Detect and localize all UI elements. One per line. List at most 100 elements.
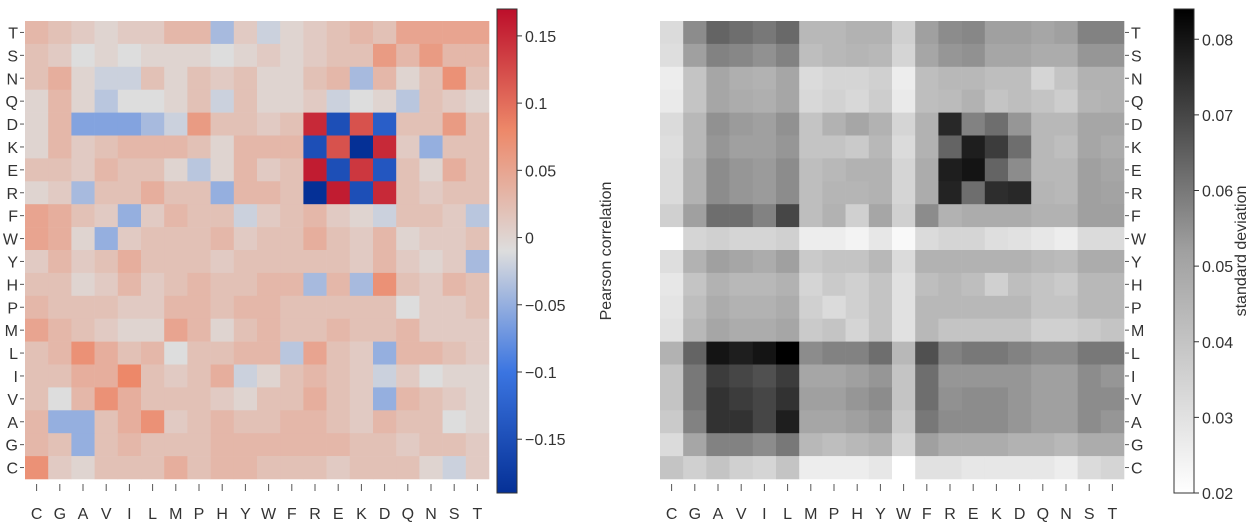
- heatmap-cell-W-L: [141, 227, 165, 251]
- heatmap-cell-H-V: [94, 272, 119, 297]
- heatmap-cell-A-V: [94, 410, 119, 434]
- heatmap-cell-K-N: [419, 135, 443, 159]
- heatmap-cell-G-N: [419, 433, 443, 457]
- heatmap-cell-H-F: [280, 272, 304, 297]
- heatmap-cell-I-W: [257, 364, 281, 388]
- heatmap-cell-T-F: [280, 21, 304, 45]
- heatmap-cell-R-K: [984, 181, 1009, 205]
- heatmap-cell-P-R: [303, 295, 327, 319]
- heatmap-cell-I-D: [373, 364, 397, 388]
- heatmap-cell-A-C: [25, 410, 49, 434]
- heatmap-cell-M-L: [776, 318, 800, 342]
- heatmap-cell-T-D: [373, 21, 397, 45]
- heatmap-cell-F-T: [1100, 204, 1125, 228]
- heatmap-cell-H-S: [442, 272, 467, 297]
- heatmap-cell-T-E: [961, 21, 986, 45]
- heatmap-cell-T-T: [1100, 21, 1125, 45]
- heatmap-cell-G-M: [799, 433, 823, 457]
- heatmap-cell-G-M: [164, 433, 188, 457]
- heatmap-cell-D-C: [660, 112, 684, 136]
- heatmap-cell-E-V: [94, 158, 119, 182]
- heatmap-cell-Y-G: [683, 250, 707, 274]
- heatmap-cell-K-D: [373, 135, 397, 159]
- heatmap-cell-Q-K: [984, 89, 1009, 113]
- y-tick-label: I: [1131, 369, 1135, 386]
- heatmap-cell-Q-G: [683, 89, 707, 113]
- heatmap-cell-D-K: [984, 112, 1009, 136]
- heatmap-cell-Q-C: [660, 89, 684, 113]
- heatmap-cell-Q-A: [71, 89, 95, 113]
- heatmap-cell-G-P: [822, 433, 846, 457]
- heatmap-cell-E-W: [892, 158, 916, 182]
- heatmap-cell-P-L: [776, 295, 800, 319]
- heatmap-cell-H-E: [326, 272, 351, 297]
- heatmap-cell-T-W: [257, 21, 281, 45]
- heatmap-cell-M-S: [442, 318, 467, 342]
- heatmap-cell-V-E: [326, 387, 351, 411]
- stddev-colorbar-ticks: 0.08 0.07 0.06 0.05 0.04 0.03 0.02: [1194, 32, 1233, 503]
- heatmap-cell-E-G: [683, 158, 707, 182]
- y-tick-label: C: [1131, 461, 1143, 478]
- heatmap-cell-E-I: [117, 158, 142, 182]
- heatmap-cell-K-D: [1008, 135, 1032, 159]
- heatmap-cell-C-L: [141, 456, 165, 480]
- x-tick-label: D: [1014, 506, 1026, 523]
- heatmap-cell-N-E: [326, 66, 351, 90]
- heatmap-cell-M-K: [984, 318, 1009, 342]
- heatmap-cell-Q-D: [1008, 89, 1032, 113]
- heatmap-cell-F-L: [141, 204, 165, 228]
- heatmap-cell-S-T: [465, 43, 490, 68]
- heatmap-cell-F-H: [845, 204, 870, 228]
- heatmap-cell-I-A: [71, 364, 95, 388]
- x-tick-label: Q: [402, 506, 414, 523]
- y-tick-label: V: [1131, 392, 1142, 409]
- stddev-colorbar-label: standard deviation: [1233, 186, 1250, 317]
- heatmap-cell-G-Q: [1031, 433, 1055, 457]
- heatmap-cell-S-C: [25, 43, 49, 68]
- heatmap-cell-C-Y: [868, 456, 893, 480]
- heatmap-cell-I-P: [187, 364, 211, 388]
- y-tick-label: D: [6, 117, 18, 134]
- heatmap-cell-G-G: [683, 433, 707, 457]
- heatmap-cell-N-F: [280, 66, 304, 90]
- x-tick-label: S: [1084, 506, 1095, 523]
- heatmap-cell-D-V: [729, 112, 754, 136]
- heatmap-cell-K-L: [776, 135, 800, 159]
- heatmap-cell-N-R: [938, 66, 962, 90]
- heatmap-cell-Q-A: [706, 89, 730, 113]
- heatmap-cell-K-R: [938, 135, 962, 159]
- heatmap-cell-E-E: [961, 158, 986, 182]
- heatmap-cell-N-K: [984, 66, 1009, 90]
- heatmap-cell-W-W: [892, 227, 916, 251]
- heatmap-cell-K-P: [187, 135, 211, 159]
- heatmap-cell-W-V: [729, 227, 754, 251]
- heatmap-cell-D-P: [822, 112, 846, 136]
- heatmap-cell-I-T: [465, 364, 490, 388]
- heatmap-cell-L-T: [1100, 341, 1125, 365]
- heatmap-cell-D-R: [303, 112, 327, 136]
- y-tick-label: Q: [1131, 94, 1143, 111]
- heatmap-cell-T-N: [1054, 21, 1078, 45]
- heatmap-cell-E-Q: [396, 158, 420, 182]
- heatmap-cell-Y-Y: [868, 250, 893, 274]
- heatmap-cell-H-K: [984, 272, 1009, 297]
- heatmap-cell-C-G: [48, 456, 72, 480]
- y-tick-label: N: [1131, 71, 1143, 88]
- heatmap-cell-P-H: [210, 295, 235, 319]
- y-tick-label: Y: [7, 254, 18, 271]
- heatmap-cell-L-E: [326, 341, 351, 365]
- heatmap-cell-C-M: [164, 456, 188, 480]
- heatmap-cell-R-W: [257, 181, 281, 205]
- heatmap-cell-W-Y: [233, 227, 258, 251]
- heatmap-cell-A-E: [326, 410, 351, 434]
- heatmap-cell-T-G: [48, 21, 72, 45]
- heatmap-cell-N-E: [961, 66, 986, 90]
- heatmap-cell-K-C: [25, 135, 49, 159]
- heatmap-cell-P-E: [326, 295, 351, 319]
- heatmap-cell-E-A: [706, 158, 730, 182]
- heatmap-cell-D-I: [752, 112, 777, 136]
- x-tick-label: T: [1108, 506, 1118, 523]
- heatmap-cell-V-Q: [396, 387, 420, 411]
- heatmap-cell-Q-V: [94, 89, 119, 113]
